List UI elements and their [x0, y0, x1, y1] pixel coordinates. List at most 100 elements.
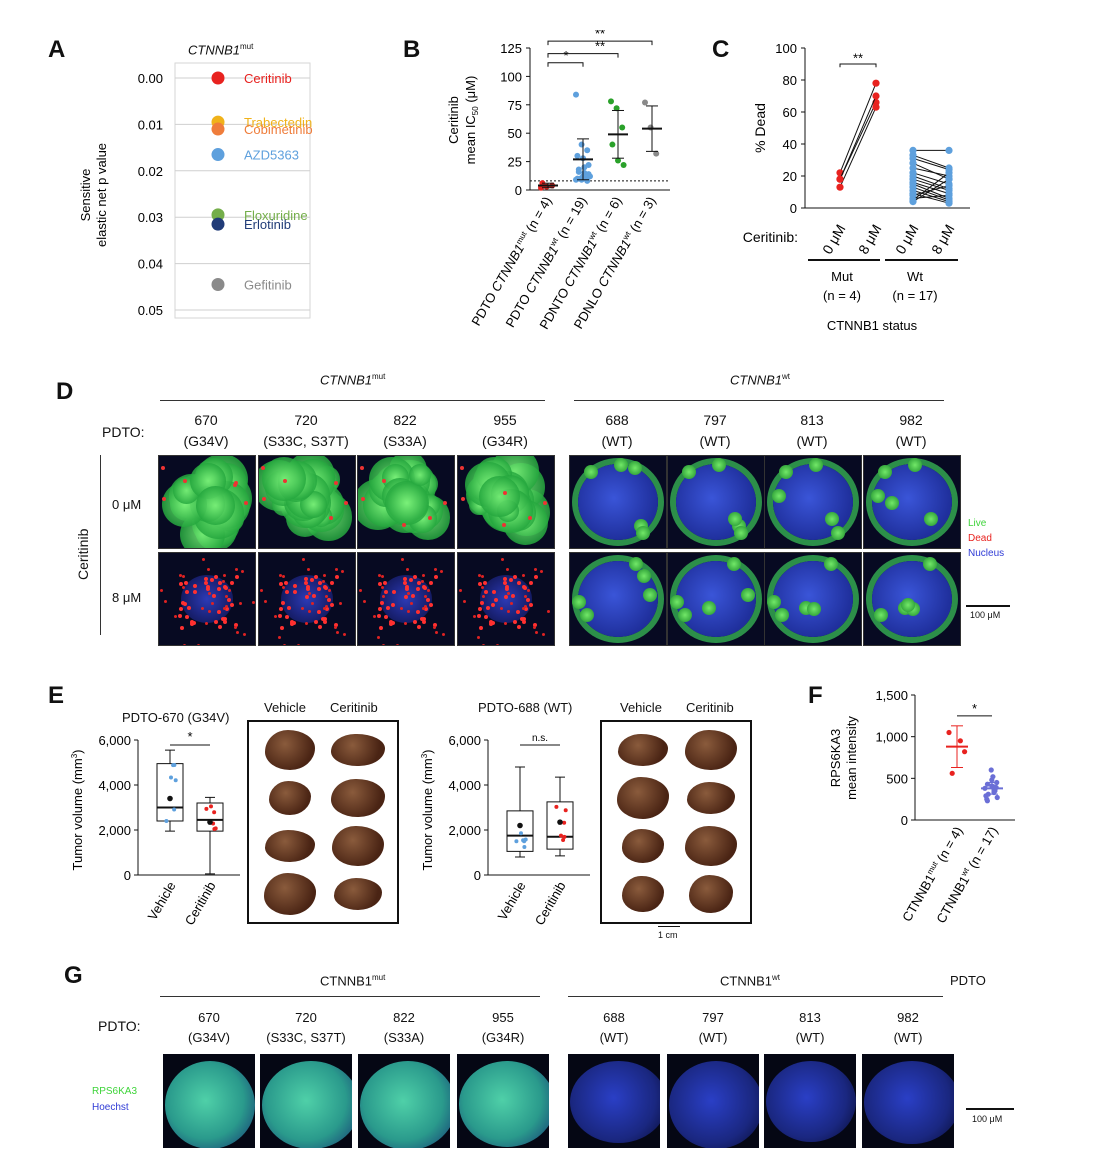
dead-cell: [501, 557, 505, 561]
cell: [643, 587, 658, 602]
dead-cell: [511, 594, 516, 599]
dead-cell: [411, 594, 416, 599]
dead-cell: [182, 574, 186, 578]
dead-cell: [404, 584, 409, 589]
dead-cell: [181, 585, 185, 589]
dead-cell: [216, 609, 221, 614]
dead-cell: [378, 607, 383, 612]
e-ytick-left-3: 6,000: [98, 733, 131, 748]
a-ytick-3: 0.03: [138, 210, 163, 225]
tumor-specimen: [268, 780, 312, 816]
cell: [807, 602, 822, 617]
panel-g-mut-divider: [160, 996, 540, 997]
e-ylabel-close: ): [420, 750, 435, 754]
e-point: [514, 839, 519, 844]
c-wt-point: [909, 198, 917, 206]
dead-cell: [361, 497, 366, 502]
panel-e-photo1-header-vehicle: Vehicle: [264, 700, 306, 715]
panel-c-letter: C: [712, 36, 730, 63]
tumor-specimen: [331, 778, 385, 818]
dead-cell: [529, 603, 533, 608]
dead-cell: [159, 589, 163, 593]
c-mut-point: [872, 79, 880, 87]
g-sample-mut-822: (S33A): [383, 1030, 425, 1045]
tumor-specimen: [622, 875, 664, 913]
dead-cell: [312, 594, 317, 599]
dead-cell: [184, 581, 189, 585]
e-ytick-left-2: 4,000: [98, 778, 131, 793]
c-wt-pair-line: [912, 172, 950, 201]
panel-g-scale-bar: [966, 1108, 1014, 1110]
dead-cell: [341, 569, 345, 573]
f-ylabel-line1: RPS6KA3: [828, 729, 843, 788]
dead-cell: [534, 575, 538, 580]
dead-cell: [477, 614, 482, 619]
dead-cell: [459, 466, 464, 471]
dead-cell: [183, 479, 188, 484]
e-sig-left: *: [187, 729, 192, 744]
b-xlabel-n: (n = 19): [552, 194, 589, 244]
g-sample-mut-955: (G34R): [481, 1030, 525, 1045]
f-point: [984, 798, 990, 804]
b-ylabel-line2: mean IC50 (μM): [463, 76, 480, 165]
dead-cell: [187, 605, 192, 610]
dead-cell: [426, 588, 430, 592]
d-sample-mut-797: (WT): [699, 433, 731, 449]
tumor-specimen: [685, 729, 737, 771]
dead-cell: [293, 590, 297, 594]
cell: [614, 457, 629, 472]
c-mut-pair-line: [839, 106, 877, 188]
dead-cell: [310, 577, 315, 582]
b-ytick-2: 50: [508, 126, 522, 141]
panel-g-wt-header: CTNNB1wt: [720, 973, 781, 989]
dead-cell: [372, 615, 376, 619]
c-mut-pair-line: [839, 95, 877, 180]
f-point: [988, 767, 994, 773]
dead-cell: [278, 614, 283, 619]
cell: [873, 607, 888, 622]
g-image-982: [862, 1054, 954, 1148]
cell: [741, 587, 756, 602]
dead-cell: [515, 609, 520, 614]
dead-cell: [416, 586, 421, 591]
dead-cell: [391, 603, 396, 608]
g-image-688: [568, 1054, 660, 1148]
dead-cell: [403, 581, 408, 586]
dead-cell: [316, 609, 321, 614]
tumor-specimen: [332, 825, 384, 867]
cell: [584, 465, 599, 480]
e-ylabel-close: ): [70, 750, 85, 754]
c-group-mut-n: (n = 4): [823, 288, 861, 303]
d-image-688-0um: [569, 455, 667, 549]
dead-cell: [304, 581, 309, 586]
dead-cell: [263, 599, 267, 603]
d-sample-mut-813: (WT): [796, 433, 828, 449]
dead-cell: [396, 643, 400, 645]
dead-cell: [383, 614, 388, 619]
dead-cell: [229, 581, 234, 586]
dead-cell: [410, 602, 414, 606]
dead-cell: [461, 497, 466, 502]
e-ytick-left-1: 2,000: [98, 823, 131, 838]
panel-d-side-divider: [100, 455, 101, 635]
panel-d-wt-divider: [574, 400, 944, 401]
panel-d-pdto-label: PDTO:: [102, 424, 145, 440]
dead-cell: [517, 625, 522, 630]
dead-cell: [227, 588, 231, 592]
g-sample-id-955: 955: [492, 1010, 514, 1025]
e-ylabel-right: Tumor volume (mm3): [420, 750, 435, 871]
panel-e-right-chart: 0 2,000 4,000 6,000 Vehicle Ceritinib n.s. Tumo…: [420, 733, 590, 928]
dead-cell: [202, 557, 206, 561]
panel-d-letter: D: [56, 378, 74, 405]
dead-cell: [377, 582, 382, 587]
d-image-670-0um: [158, 455, 256, 549]
c-wt-pair-line: [912, 181, 950, 195]
panel-f-letter: F: [808, 682, 823, 709]
e-point: [168, 775, 173, 780]
dead-cell: [224, 586, 229, 590]
dead-cell: [214, 620, 219, 624]
e-mean: [207, 819, 213, 825]
dead-cell: [262, 497, 267, 502]
cell: [884, 496, 899, 511]
dead-cell: [277, 636, 281, 640]
